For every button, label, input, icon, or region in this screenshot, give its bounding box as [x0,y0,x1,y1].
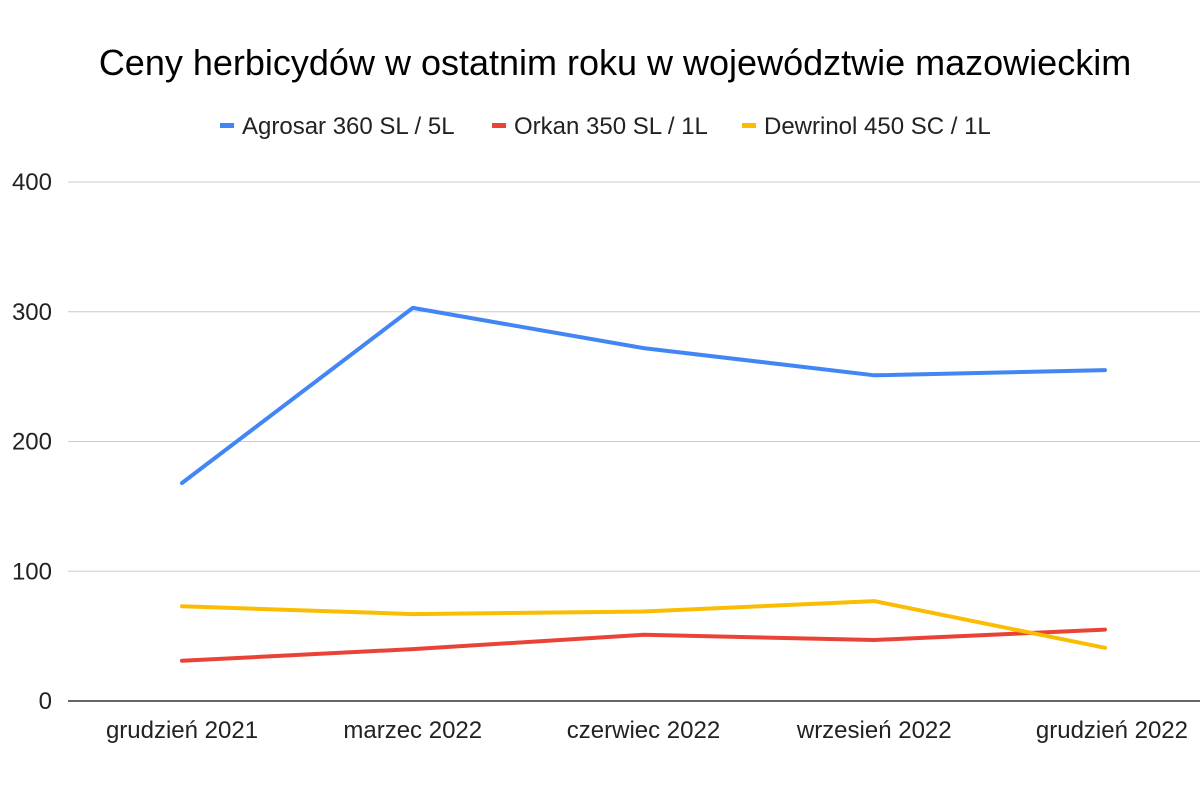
series-lines [180,305,1107,663]
legend-item-agrosar: Agrosar 360 SL / 5L [220,113,455,140]
x-tick-label: grudzień 2022 [1036,717,1188,744]
y-tick-label: 400 [12,169,52,196]
x-tick-label: wrzesień 2022 [796,717,952,744]
y-axis-ticks: 0 100 200 300 400 [12,169,52,715]
legend-swatch-dewrinol [742,123,756,128]
x-axis-ticks: grudzień 2021 marzec 2022 czerwiec 2022 wrz… [106,717,1188,744]
legend-item-orkan: Orkan 350 SL / 1L [492,113,708,140]
y-tick-label: 200 [12,429,52,456]
y-tick-label: 100 [12,558,52,585]
y-tick-label: 0 [39,688,52,715]
x-tick-label: czerwiec 2022 [567,717,720,744]
gridlines [68,181,1200,572]
legend-label-agrosar: Agrosar 360 SL / 5L [242,113,455,140]
legend-label-dewrinol: Dewrinol 450 SC / 1L [764,113,991,140]
chart-title: Ceny herbicydów w ostatnim roku w wojewó… [99,42,1131,83]
legend-swatch-agrosar [220,123,234,128]
x-tick-label: grudzień 2021 [106,717,258,744]
legend-swatch-orkan [492,123,506,128]
series-line-2 [180,599,1107,650]
series-line-0 [180,305,1107,485]
x-tick-label: marzec 2022 [343,717,482,744]
legend-item-dewrinol: Dewrinol 450 SC / 1L [742,113,991,140]
legend: Agrosar 360 SL / 5L Orkan 350 SL / 1L De… [220,113,991,140]
legend-label-orkan: Orkan 350 SL / 1L [514,113,708,140]
y-tick-label: 300 [12,299,52,326]
series-line-1 [180,627,1107,663]
